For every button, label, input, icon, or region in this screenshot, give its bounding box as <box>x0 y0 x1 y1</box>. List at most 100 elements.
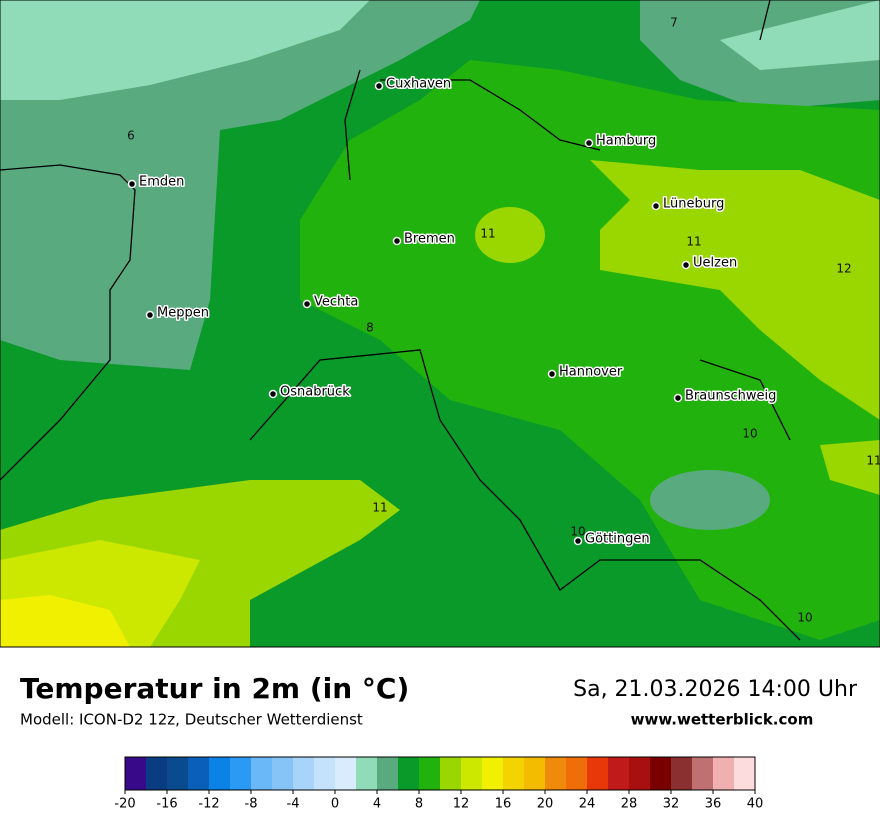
city-label: Vechta <box>314 295 358 310</box>
contour-label: 10 <box>570 525 585 539</box>
city-dot <box>127 179 137 189</box>
contour-labels: 7 6 11 11 12 8 10 11 11 10 10 <box>127 16 880 625</box>
city-dot <box>673 393 683 403</box>
colorbar-segment <box>125 757 147 790</box>
city-dot <box>547 369 557 379</box>
colorbar-tick-label: 12 <box>453 797 470 812</box>
contour-label: 6 <box>127 129 135 143</box>
colorbar-segment <box>188 757 210 790</box>
city-label: Göttingen <box>585 532 650 547</box>
contour-label: 11 <box>480 227 495 241</box>
colorbar-segment <box>209 757 231 790</box>
colorbar: -20 -16 -12 -8 -4 0 4 8 12 16 20 24 28 32 36 40 <box>114 756 764 812</box>
colorbar-frame <box>124 756 756 791</box>
colorbar-segment <box>671 757 693 790</box>
colorbar-segment <box>587 757 609 790</box>
colorbar-segment <box>356 757 378 790</box>
city-label: Uelzen <box>693 256 737 271</box>
city-label: Hamburg <box>596 134 656 149</box>
colorbar-segment <box>377 757 399 790</box>
colorbar-segment <box>293 757 315 790</box>
colorbar-tick-label: -8 <box>245 797 258 812</box>
datetime: Sa, 21.03.2026 14:00 Uhr <box>573 677 858 702</box>
city-dot <box>681 260 691 270</box>
colorbar-segment <box>608 757 630 790</box>
region <box>650 470 770 530</box>
colorbar-segment <box>335 757 357 790</box>
contour-label: 11 <box>372 501 387 515</box>
region <box>0 595 130 647</box>
colorbar-tick-label: -16 <box>156 797 177 812</box>
colorbar-tick-label: 16 <box>495 797 512 812</box>
region <box>720 0 880 70</box>
colorbar-segment <box>230 757 252 790</box>
city-label: Braunschweig <box>685 389 776 404</box>
city-label: Meppen <box>157 306 209 321</box>
region <box>475 207 545 263</box>
contour-label: 8 <box>366 321 374 335</box>
contour-label: 12 <box>836 262 851 276</box>
map <box>0 0 880 648</box>
contour-label: 10 <box>742 427 757 441</box>
colorbar-segment <box>167 757 189 790</box>
website: www.wetterblick.com <box>631 711 814 729</box>
colorbar-segment <box>503 757 525 790</box>
colorbar-tick-label: -12 <box>198 797 219 812</box>
region <box>0 0 370 100</box>
coastline <box>344 69 601 181</box>
colorbar-tick-label: 40 <box>747 797 764 812</box>
city-label: Hannover <box>559 365 623 380</box>
colorbar-tick-label: 28 <box>621 797 638 812</box>
colorbar-segment <box>524 757 546 790</box>
border-line <box>249 0 801 641</box>
colorbar-tick-label: 20 <box>537 797 554 812</box>
city-dot <box>268 389 278 399</box>
colorbar-segment <box>566 757 588 790</box>
contour-label: 11 <box>866 454 880 468</box>
colorbar-segment <box>629 757 651 790</box>
city-dot <box>651 201 661 211</box>
colorbar-tick-label: -20 <box>114 797 135 812</box>
city-label: Lüneburg <box>663 197 724 212</box>
colorbar-segment <box>692 757 714 790</box>
subtitle: Modell: ICON-D2 12z, Deutscher Wetterdie… <box>20 711 363 729</box>
city-label: Cuxhaven <box>386 77 451 92</box>
city-dot <box>392 236 402 246</box>
colorbar-segment <box>146 757 168 790</box>
colorbar-segment <box>734 757 756 790</box>
region <box>820 440 880 495</box>
colorbar-segment <box>713 757 735 790</box>
title: Temperatur in 2m (in °C) <box>20 672 409 705</box>
city-label: Osnabrück <box>280 385 350 400</box>
colorbar-tick-label: 36 <box>705 797 722 812</box>
contour-label: 11 <box>686 235 701 249</box>
colorbar-tick-label: 24 <box>579 797 596 812</box>
contour-label: 7 <box>670 16 678 30</box>
colorbar-segment <box>419 757 441 790</box>
city-dot <box>573 536 583 546</box>
city-dot <box>374 81 384 91</box>
coastline <box>0 164 136 481</box>
colorbar-segment <box>461 757 483 790</box>
colorbar-segment <box>482 757 504 790</box>
colorbar-tick-label: -4 <box>287 797 300 812</box>
city-dot <box>584 138 594 148</box>
city-label: Bremen <box>404 232 455 247</box>
map-frame <box>0 0 880 648</box>
colorbar-tick-label: 0 <box>331 797 339 812</box>
colorbar-segment <box>650 757 672 790</box>
colorbar-segment <box>314 757 336 790</box>
colorbar-tick-label: 4 <box>373 797 381 812</box>
city-dot <box>302 299 312 309</box>
colorbar-tick-label: 32 <box>663 797 680 812</box>
city-dot <box>145 310 155 320</box>
colorbar-segment <box>440 757 462 790</box>
colorbar-segment <box>545 757 567 790</box>
region <box>0 0 480 370</box>
colorbar-segment <box>272 757 294 790</box>
city-label: Emden <box>139 175 184 190</box>
colorbar-segment <box>398 757 420 790</box>
colorbar-segment <box>251 757 273 790</box>
cities: Cuxhaven Hamburg Emden Lüneburg Bremen Uelzen… <box>127 75 778 548</box>
